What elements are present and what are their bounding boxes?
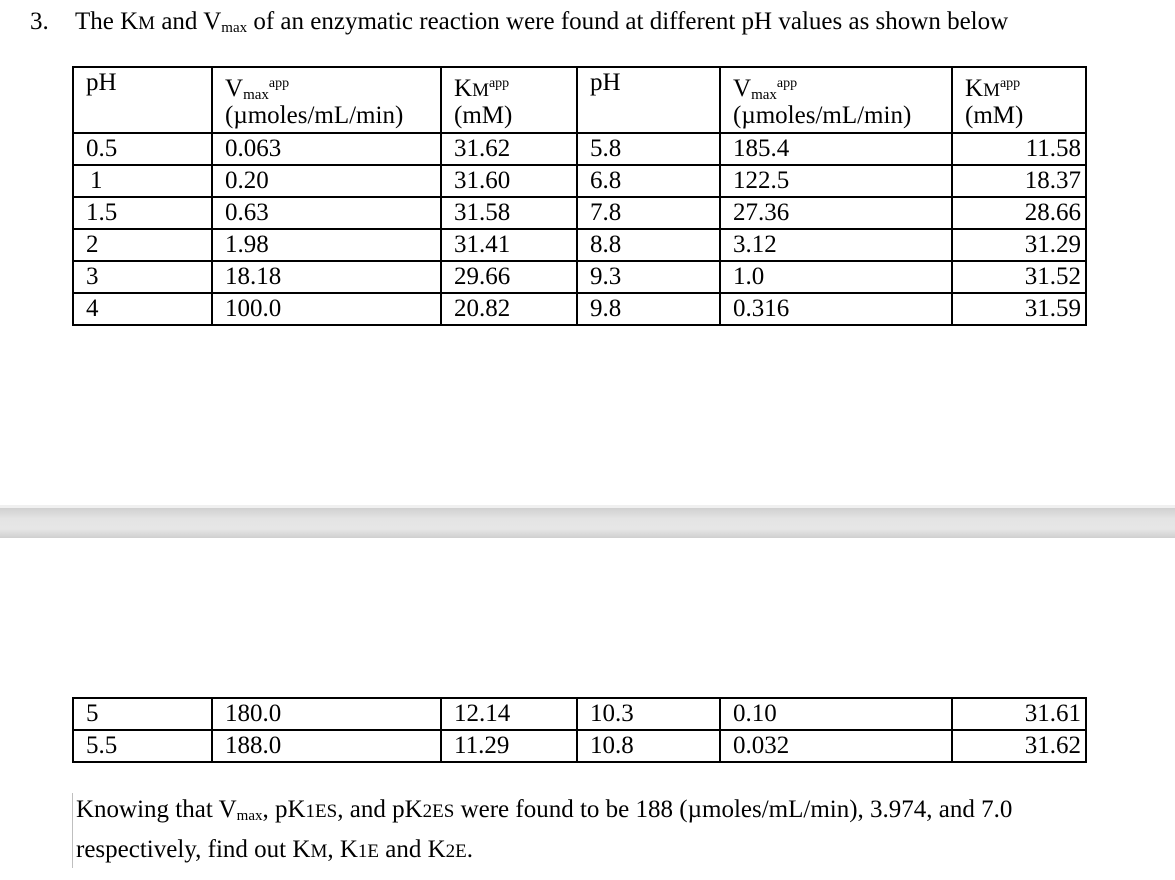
question-heading: 3. The KM and Vmax of an enzymatic reacti…	[30, 4, 1008, 46]
table-cell: 31.41	[440, 228, 578, 262]
page-break	[0, 508, 1175, 538]
table-cell: 6.8	[576, 164, 721, 198]
table-header-row: pH Vmaxapp (µmoles/mL/min) KMapp (mM) pH…	[72, 66, 1087, 134]
table-cell: 100.0	[211, 292, 442, 326]
table-cell: 31.58	[440, 196, 578, 230]
table-cell: 18.18	[211, 260, 442, 294]
table-cell: 1.0	[719, 260, 953, 294]
table-cell: 188.0	[211, 729, 442, 763]
table-cell: 28.66	[951, 196, 1087, 230]
kinetics-table-bottom: 5 180.0 12.14 10.3 0.10 31.61 5.5 188.0 11.29 10…	[72, 697, 1087, 763]
table-cell: 0.032	[719, 729, 953, 763]
table-cell: 11.29	[440, 729, 578, 763]
table-cell: 31.59	[951, 292, 1087, 326]
question-paragraph: Knowing that Vmax, pK1ES, and pK2ES were…	[72, 793, 1106, 868]
table-cell: 0.063	[211, 132, 442, 166]
table-cell: 3	[72, 260, 213, 294]
table-cell: 9.8	[576, 292, 721, 326]
table-cell: 20.82	[440, 292, 578, 326]
table-cell: 2	[72, 228, 213, 262]
table-cell: 31.60	[440, 164, 578, 198]
table-cell: 3.12	[719, 228, 953, 262]
table-row: 4 100.0 20.82 9.8 0.316 31.59	[72, 292, 1087, 326]
table-cell: 27.36	[719, 196, 953, 230]
table-cell: 31.52	[951, 260, 1087, 294]
header-ph-2: pH	[576, 66, 721, 134]
page-break-shadow	[0, 505, 1175, 508]
table-cell: 5.8	[576, 132, 721, 166]
header-km: KMapp (mM)	[440, 66, 578, 134]
table-cell: 0.10	[719, 697, 953, 731]
header-ph: pH	[72, 66, 213, 134]
table-cell: 0.63	[211, 196, 442, 230]
table-cell: 5	[72, 697, 213, 731]
table-cell: 9.3	[576, 260, 721, 294]
table-cell: 31.61	[951, 697, 1087, 731]
table-cell: 5.5	[72, 729, 213, 763]
table-cell: 1.98	[211, 228, 442, 262]
table-cell: 1	[72, 164, 213, 198]
table-cell: 0.5	[72, 132, 213, 166]
table-cell: 4	[72, 292, 213, 326]
table-row: 1 0.20 31.60 6.8 122.5 18.37	[72, 164, 1087, 198]
table-cell: 8.8	[576, 228, 721, 262]
table-cell: 0.20	[211, 164, 442, 198]
table-cell: 31.62	[951, 729, 1087, 763]
table-cell: 29.66	[440, 260, 578, 294]
table-cell: 31.29	[951, 228, 1087, 262]
table-row: 5.5 188.0 11.29 10.8 0.032 31.62	[72, 729, 1087, 763]
header-vmax: Vmaxapp (µmoles/mL/min)	[211, 66, 442, 134]
table-cell: 10.3	[576, 697, 721, 731]
table-row: 5 180.0 12.14 10.3 0.10 31.61	[72, 697, 1087, 731]
table-cell: 11.58	[951, 132, 1087, 166]
table-cell: 31.62	[440, 132, 578, 166]
table-row: 2 1.98 31.41 8.8 3.12 31.29	[72, 228, 1087, 262]
table-cell: 180.0	[211, 697, 442, 731]
table-cell: 0.316	[719, 292, 953, 326]
table-cell: 7.8	[576, 196, 721, 230]
header-km-2: KMapp (mM)	[951, 66, 1087, 134]
table-cell: 1.5	[72, 196, 213, 230]
table-cell: 10.8	[576, 729, 721, 763]
header-vmax-2: Vmaxapp (µmoles/mL/min)	[719, 66, 953, 134]
table-row: 3 18.18 29.66 9.3 1.0 31.52	[72, 260, 1087, 294]
table-row: 1.5 0.63 31.58 7.8 27.36 28.66	[72, 196, 1087, 230]
table-row: 0.5 0.063 31.62 5.8 185.4 11.58	[72, 132, 1087, 166]
kinetics-table-top: pH Vmaxapp (µmoles/mL/min) KMapp (mM) pH…	[72, 66, 1087, 326]
table-cell: 122.5	[719, 164, 953, 198]
question-number: 3.	[30, 8, 49, 35]
table-cell: 12.14	[440, 697, 578, 731]
table-cell: 185.4	[719, 132, 953, 166]
table-cell: 18.37	[951, 164, 1087, 198]
